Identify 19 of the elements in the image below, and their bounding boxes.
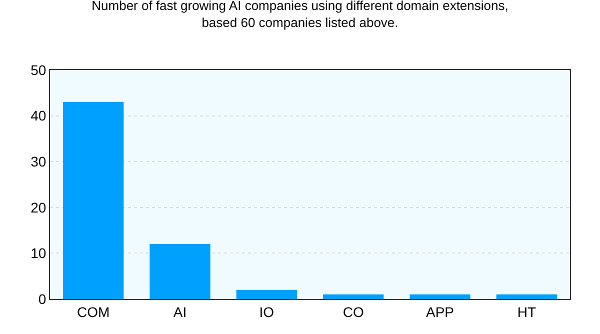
x-tick-label: CO — [342, 304, 364, 320]
bar — [63, 102, 124, 299]
bar — [410, 294, 470, 299]
x-tick-label: COM — [76, 304, 110, 320]
x-tick-label: HT — [517, 304, 536, 320]
chart-title: Number of fast growing AI companies using different domain extensions, based 60 companies listed above. — [92, 0, 508, 30]
y-tick-label: 20 — [30, 199, 46, 216]
y-tick-label: 0 — [38, 290, 46, 307]
x-tick-label: APP — [426, 304, 454, 320]
x-tick-label: IO — [259, 304, 274, 320]
y-tick-label: 10 — [30, 245, 46, 262]
bar — [150, 244, 210, 299]
bar — [236, 290, 297, 299]
bar — [323, 294, 384, 299]
y-tick-label: 50 — [30, 62, 46, 78]
y-tick-label: 40 — [30, 108, 46, 124]
x-tick-label: AI — [173, 304, 187, 320]
bar — [496, 294, 557, 299]
y-tick-label: 30 — [30, 154, 46, 170]
